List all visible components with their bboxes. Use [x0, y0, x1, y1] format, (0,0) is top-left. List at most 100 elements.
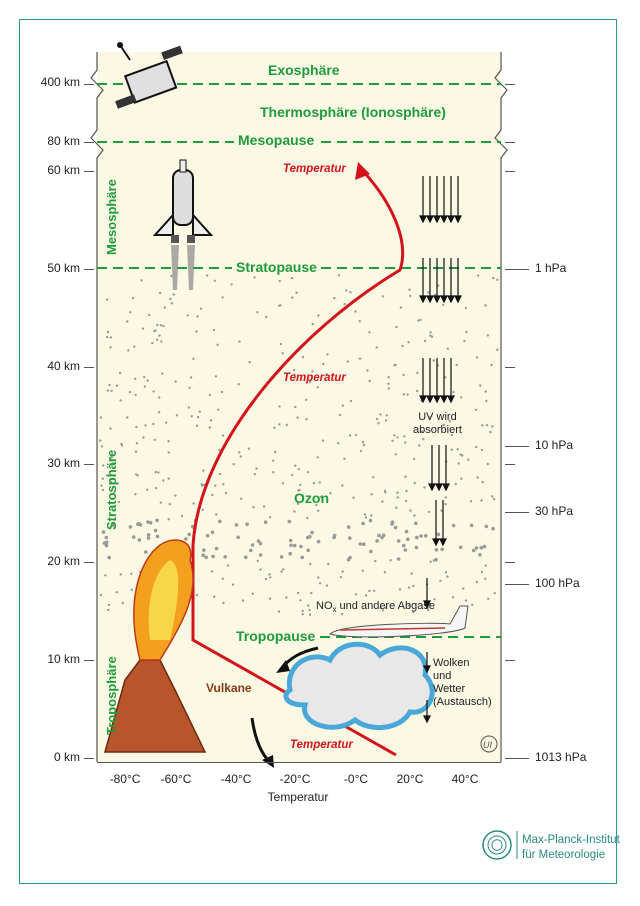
ozone-dot: [106, 389, 110, 392]
ozone-dot: [440, 547, 445, 552]
ozone-dot: [454, 482, 457, 486]
ozone-dot: [398, 588, 402, 591]
altitude-30km: 30 km: [47, 456, 80, 470]
ozone-dot: [170, 274, 173, 278]
ozone-dot: [293, 373, 296, 376]
ozone-dot: [289, 543, 293, 548]
altitude-20km: 20 km: [47, 554, 80, 568]
ozone-dot: [259, 568, 262, 571]
ozone-dot: [460, 396, 463, 399]
ozone-dot: [104, 574, 107, 577]
ozone-dot: [301, 355, 305, 359]
ozone-dot: [154, 470, 157, 474]
ozone-dot: [192, 357, 195, 360]
ozone-dot: [292, 543, 297, 548]
ozone-dot: [212, 328, 216, 332]
temperature-curve: [191, 168, 405, 757]
circulation-arrow-2: [250, 717, 272, 764]
ozone-dot: [361, 521, 365, 526]
ozone-dot: [102, 464, 105, 467]
uv-arrowhead: [419, 295, 427, 304]
ozone-dot: [196, 416, 200, 419]
ozone-dot: [144, 424, 147, 427]
ozone-dot: [325, 373, 328, 376]
ozone-dot: [370, 493, 373, 496]
ozone-dot: [465, 330, 468, 334]
ozone-dot: [444, 571, 448, 574]
ozone-dot: [471, 603, 474, 606]
ozone-dot: [393, 434, 396, 437]
ozone-dot: [277, 610, 281, 613]
svg-text:UI: UI: [483, 740, 492, 750]
ozone-dot: [484, 564, 487, 567]
ozone-dot: [301, 613, 304, 616]
ozone-dot: [163, 306, 166, 309]
ozone-dot: [315, 503, 318, 507]
ozone-dot: [140, 279, 143, 282]
ozone-dot: [359, 449, 363, 453]
ozone-dot: [104, 543, 109, 548]
tick: [84, 562, 94, 563]
ozone-dot: [188, 386, 191, 389]
ozone-dot: [343, 457, 346, 460]
ozone-dot: [247, 447, 251, 450]
ozone-dot: [138, 523, 143, 527]
ozone-dot: [345, 289, 348, 292]
ozone-dot: [146, 520, 150, 524]
ozone-dot: [99, 416, 103, 419]
ozone-dot: [141, 327, 145, 330]
ozone-dot: [439, 579, 442, 582]
ozone-dot: [269, 576, 272, 579]
ozone-dot: [396, 491, 399, 494]
ozone-dot: [297, 468, 300, 471]
ozone-dot: [135, 473, 138, 476]
x-tick-label: 20°C: [396, 772, 424, 786]
ozone-dot: [102, 541, 107, 545]
ozone-dot: [377, 533, 381, 538]
ozone-dot: [413, 481, 416, 485]
ozone-dot: [101, 530, 106, 534]
tick: [505, 84, 515, 85]
ozone-dot: [258, 541, 263, 546]
ozone-dot: [299, 599, 302, 602]
ozone-dot: [205, 274, 209, 277]
ozone-dot: [112, 462, 115, 465]
uv-note-line2: absorbiert: [413, 424, 462, 436]
ozone-dot: [264, 577, 268, 581]
ozone-dot: [358, 320, 361, 323]
ozone-dot: [280, 570, 283, 573]
ozone-dot: [312, 481, 316, 485]
ozone-dot: [464, 306, 467, 310]
ozone-dot: [214, 375, 218, 378]
ozone-dot: [100, 445, 104, 448]
ozone-dot: [412, 584, 415, 588]
ozone-dot: [408, 288, 411, 291]
ozone-dot: [354, 310, 357, 313]
ozone-dot: [358, 542, 363, 546]
uv-arrowhead: [447, 295, 455, 304]
ozone-dot: [202, 548, 206, 552]
ozone-dot: [475, 356, 479, 359]
ozone-dot: [403, 548, 408, 552]
ozone-dot: [368, 518, 373, 523]
ozone-dot: [295, 291, 298, 294]
ozone-dot: [153, 438, 157, 441]
clouds-icon: [283, 641, 435, 731]
ozone-dot: [409, 509, 412, 512]
ozone-dot: [383, 489, 387, 493]
ozone-dot: [159, 501, 163, 504]
ozone-dot: [294, 405, 297, 409]
ozone-dot: [258, 553, 263, 557]
ozone-dot: [485, 424, 489, 427]
ozone-dot: [213, 279, 216, 282]
ozone-dot: [210, 570, 214, 573]
ozone-dot: [154, 329, 157, 332]
institute-name-line1: Max-Planck-Institut: [522, 834, 620, 846]
ozone-dot: [272, 471, 275, 474]
ozone-dot: [407, 341, 410, 344]
ozone-dot: [134, 393, 137, 397]
ozone-dot: [322, 362, 325, 366]
ozone-dot: [492, 276, 495, 280]
tick: [505, 171, 515, 172]
ozone-dot: [146, 533, 151, 537]
